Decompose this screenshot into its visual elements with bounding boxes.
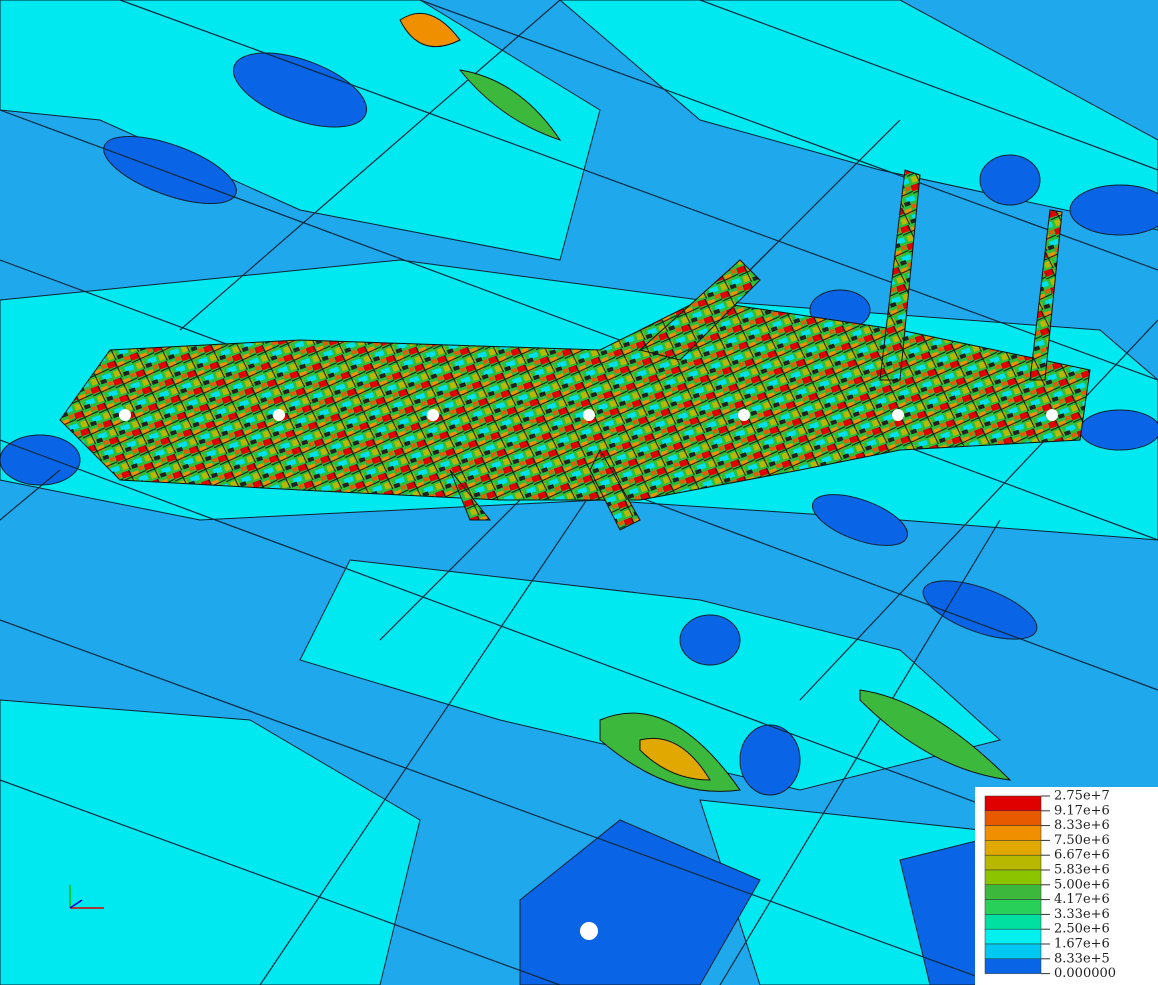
legend-label: 9.17e+6 (1054, 803, 1110, 818)
legend-label: 5.00e+6 (1054, 877, 1110, 892)
legend-label: 2.75e+7 (1054, 789, 1110, 804)
legend-label: 2.50e+6 (1054, 922, 1110, 937)
contour-plot: 2.75e+79.17e+68.33e+67.50e+66.67e+65.83e… (0, 0, 1158, 985)
legend-swatch (985, 840, 1041, 855)
legend-label: 4.17e+6 (1054, 892, 1110, 907)
legend-swatch (985, 944, 1041, 959)
legend-swatch (985, 900, 1041, 915)
legend-label: 7.50e+6 (1054, 833, 1110, 848)
legend-label: 1.67e+6 (1054, 937, 1110, 952)
legend-swatch (985, 959, 1041, 974)
legend-label: 8.33e+6 (1054, 818, 1110, 833)
legend-label: 0.000000 (1054, 966, 1116, 981)
legend-swatch (985, 826, 1041, 841)
legend-label: 8.33e+5 (1054, 951, 1110, 966)
legend-swatch (985, 796, 1041, 811)
page: 2.75e+79.17e+68.33e+67.50e+66.67e+65.83e… (0, 0, 1158, 985)
legend-swatch (985, 855, 1041, 870)
legend-label: 3.33e+6 (1054, 907, 1110, 922)
legend-swatch (985, 914, 1041, 929)
legend-label: 5.83e+6 (1054, 863, 1110, 878)
legend-swatch (985, 929, 1041, 944)
legend: 2.75e+79.17e+68.33e+67.50e+66.67e+65.83e… (975, 787, 1158, 985)
legend-swatch (985, 870, 1041, 885)
legend-swatch (985, 885, 1041, 900)
legend-label: 6.67e+6 (1054, 848, 1110, 863)
legend-swatch (985, 811, 1041, 826)
